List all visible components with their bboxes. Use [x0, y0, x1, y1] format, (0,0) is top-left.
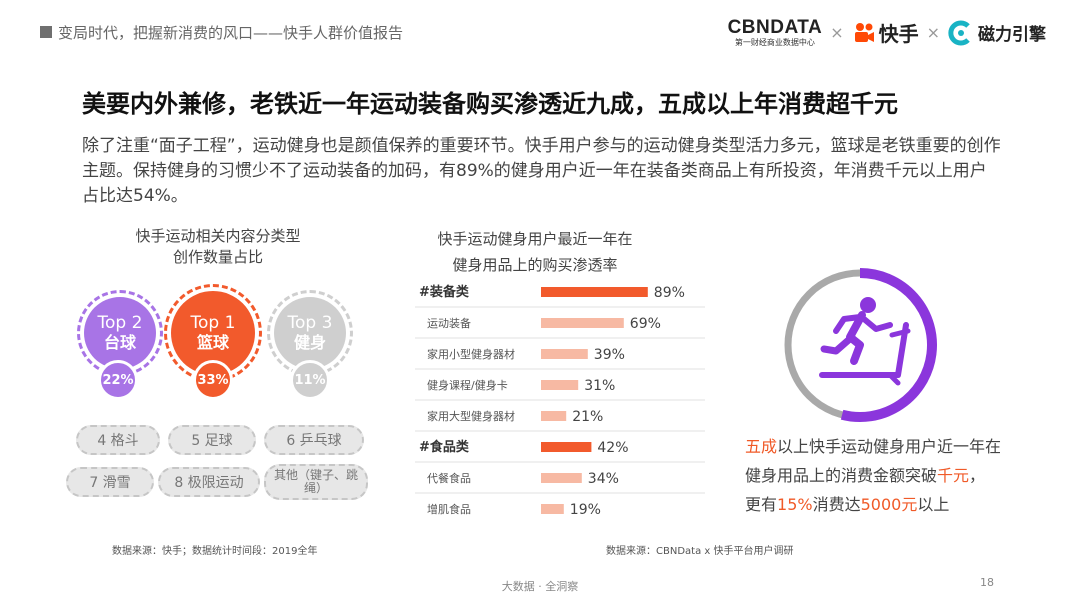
kuaishou-icon	[854, 22, 874, 42]
category-pill-4: 4 格斗	[76, 425, 160, 455]
times-separator-2: ×	[926, 23, 940, 42]
kuaishou-logo-text: 快手	[878, 22, 919, 46]
cbndata-logo-text: CBNDATA	[727, 17, 823, 38]
partner-logos: CBNDATA 第一财经商业数据中心 × 快手 × 磁力引擎	[728, 18, 1046, 47]
cbndata-logo-subtitle: 第一财经商业数据中心	[734, 38, 815, 47]
summary-line-3-mid: 消费达	[812, 495, 861, 514]
top2-name: 台球	[103, 333, 136, 352]
bar-category-label: 代餐食品	[427, 471, 471, 485]
highlight-15pct: 15%	[777, 495, 813, 514]
summary-line-3-pre: 更有	[745, 495, 778, 514]
summary-line-1-text: 以上快手运动健身用户近一年在	[777, 437, 1002, 456]
treadmill-runner-icon	[819, 297, 911, 386]
top3-rank: Top 3	[287, 313, 333, 333]
kuaishou-logo: 快手	[852, 18, 919, 47]
top3-badge: 11%	[290, 360, 330, 400]
penetration-bar-chart: #装备类 89% 运动装备 69% 家用小型健身器材 39% 健身课程/健身卡 31% 家用大型…	[415, 284, 705, 518]
bar	[541, 287, 648, 297]
chart-title-line1: 快手运动健身用户最近一年在	[437, 230, 633, 248]
bar-category-label: 增肌食品	[427, 502, 471, 516]
bar-category-label: 健身课程/健身卡	[427, 378, 508, 392]
cbndata-logo: CBNDATA 第一财经商业数据中心	[728, 18, 823, 47]
summary-line-2-pre: 健身用品上的消费金额突破	[745, 466, 938, 485]
bar	[541, 349, 588, 359]
header-bar-mark	[40, 26, 52, 38]
top3-name: 健身	[293, 333, 326, 352]
summary-line-1: 五成以上快手运动健身用户近一年在	[745, 432, 1045, 461]
top1-badge: 33%	[193, 360, 233, 400]
bar	[541, 318, 624, 328]
category-pill-8: 8 极限运动	[158, 467, 260, 497]
cili-logo-text: 磁力引擎	[978, 25, 1046, 45]
bar-value-label: 42%	[597, 440, 628, 456]
bar	[541, 504, 564, 514]
summary-line-2: 健身用品上的消费金额突破千元，	[745, 461, 1045, 490]
ring-arc	[840, 268, 937, 422]
highlight-5000: 5000元	[860, 495, 918, 514]
top1-name: 篮球	[196, 333, 229, 352]
top3-circle: Top 3 健身	[274, 297, 346, 369]
category-pill-other: 其他（键子、跳绳）	[264, 464, 368, 500]
top2-rank: Top 2	[97, 313, 143, 333]
footer-slogan: 大数据 · 全洞察	[501, 580, 579, 593]
highlight-thousand: 千元	[937, 466, 970, 485]
bar-category-label: 家用小型健身器材	[427, 347, 515, 361]
spending-ring-chart	[784, 268, 937, 422]
bar-category-label: #装备类	[419, 284, 470, 300]
bar-value-label: 69%	[630, 316, 661, 332]
summary-line-2-post: ，	[969, 466, 986, 485]
chart-source-note: 数据来源：CBNData x 快手平台用户调研	[606, 546, 794, 557]
left-source-note: 数据来源：快手；数据统计时间段：2019全年	[112, 546, 318, 557]
bar-value-label: 89%	[654, 285, 685, 301]
top1-rank: Top 1	[190, 313, 236, 333]
bar	[541, 473, 582, 483]
summary-line-3-post: 以上	[917, 495, 950, 514]
spending-summary: 五成以上快手运动健身用户近一年在 健身用品上的消费金额突破千元， 更有15%消费…	[745, 432, 1045, 519]
highlight-half: 五成	[745, 437, 778, 456]
bar-category-label: 运动装备	[427, 316, 471, 330]
bar-category-label: 家用大型健身器材	[427, 409, 515, 423]
top2-circle: Top 2 台球	[84, 297, 156, 369]
summary-line-3: 更有15%消费达5000元以上	[745, 490, 1045, 519]
bar-value-label: 31%	[584, 378, 615, 394]
cili-icon	[948, 20, 970, 45]
cili-logo: 磁力引擎	[948, 20, 1046, 46]
chart-title-line2: 健身用品上的购买渗透率	[452, 256, 618, 274]
left-panel-title-line2: 创作数量占比	[172, 248, 263, 266]
slide-headline: 美要内外兼修，老铁近一年运动装备购买渗透近九成，五成以上年消费超千元	[82, 90, 898, 118]
top2-badge: 22%	[98, 360, 138, 400]
page-number: 18	[980, 576, 994, 589]
chart-title: 快手运动健身用户最近一年在 健身用品上的购买渗透率	[400, 226, 670, 278]
left-panel-title: 快手运动相关内容分类型 创作数量占比	[88, 226, 348, 268]
category-pill-7: 7 滑雪	[66, 467, 154, 497]
report-title: 变局时代，把握新消费的风口——快手人群价值报告	[58, 24, 404, 42]
bar-value-label: 19%	[570, 502, 601, 518]
left-panel-title-line1: 快手运动相关内容分类型	[135, 227, 301, 245]
times-separator: ×	[830, 23, 844, 42]
bar	[541, 380, 579, 390]
bar	[541, 411, 567, 421]
bar-category-label: #食品类	[419, 439, 470, 455]
category-pill-5: 5 足球	[168, 425, 256, 455]
bar-value-label: 21%	[572, 409, 603, 425]
bar	[541, 442, 592, 452]
bar-value-label: 39%	[594, 347, 625, 363]
intro-paragraph: 除了注重“面子工程”，运动健身也是颜值保养的重要环节。快手用户参与的运动健身类型…	[82, 136, 1001, 206]
bar-value-label: 34%	[588, 471, 619, 487]
category-pill-6: 6 乒乓球	[264, 425, 364, 455]
